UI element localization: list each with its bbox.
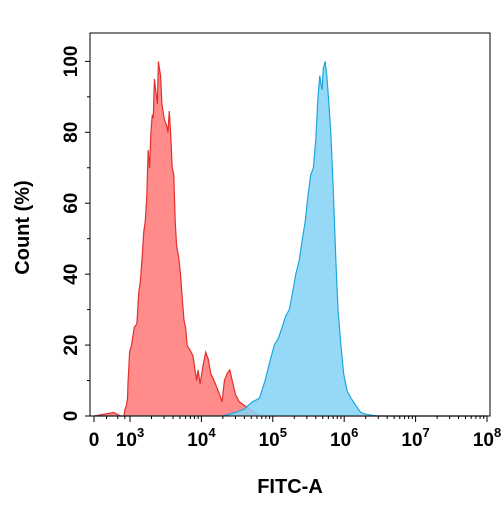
plot-frame xyxy=(89,32,491,417)
x-tick-label: 103 xyxy=(116,425,144,451)
y-axis-title: Count (%) xyxy=(12,180,34,274)
plot-area xyxy=(93,61,487,417)
x-tick-label: 0 xyxy=(89,430,100,451)
series-0-area xyxy=(94,61,487,417)
series-1-area xyxy=(94,61,487,417)
y-tick-label: 100 xyxy=(61,46,82,78)
y-tick-label: 80 xyxy=(61,122,82,143)
x-tick-label: 106 xyxy=(330,425,358,451)
axes: 0 20 40 60 80 100 0 103 104 105 106 107 108 xyxy=(61,32,501,451)
series-0-line xyxy=(93,61,487,417)
y-tick-label: 20 xyxy=(61,335,82,356)
series-1-line xyxy=(94,61,487,417)
x-tick-label: 105 xyxy=(259,425,287,451)
x-tick-label: 108 xyxy=(473,425,501,451)
x-tick-label: 104 xyxy=(187,425,216,451)
y-tick-label: 60 xyxy=(61,193,82,214)
x-axis-title: FITC-A xyxy=(257,476,323,498)
y-tick-label: 0 xyxy=(61,411,82,422)
x-tick-label: 107 xyxy=(401,425,429,451)
y-tick-label: 40 xyxy=(61,264,82,285)
